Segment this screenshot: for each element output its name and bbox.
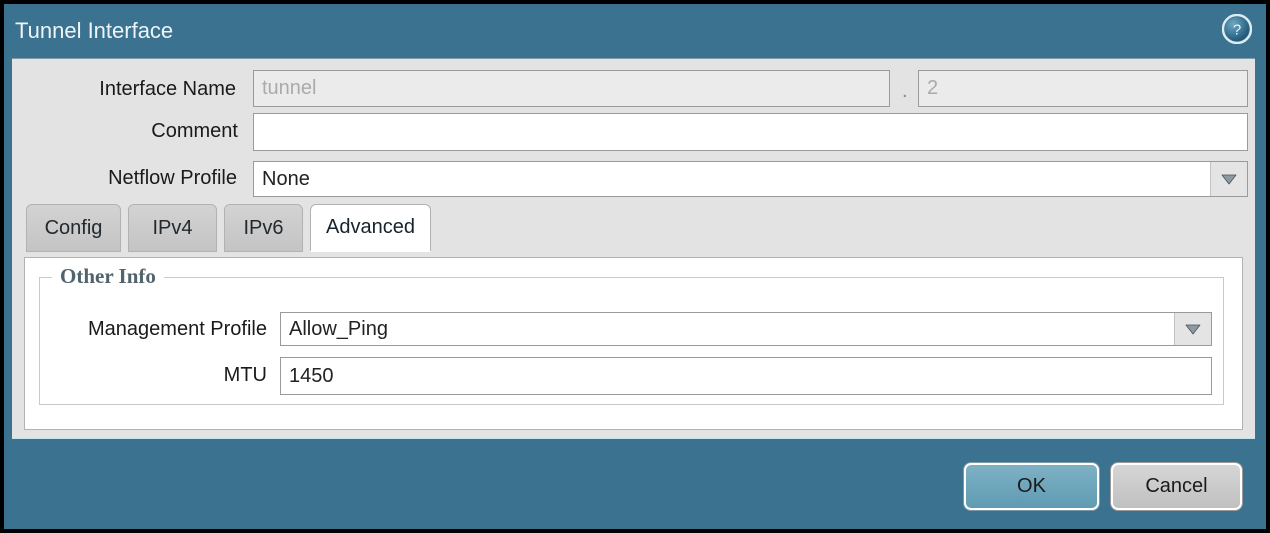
svg-text:?: ?: [1233, 22, 1241, 39]
